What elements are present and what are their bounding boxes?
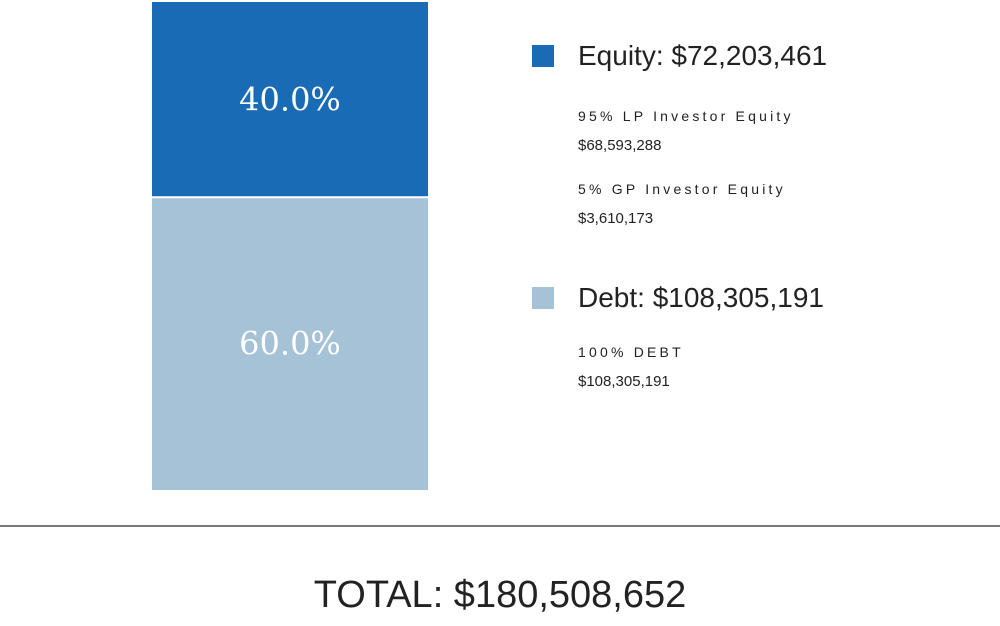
total-amount: TOTAL: $180,508,652 — [313, 574, 687, 616]
bar-segment-equity — [152, 2, 428, 198]
lp-equity-label: 95% LP Investor Equity — [578, 108, 794, 124]
equity-swatch — [532, 45, 554, 67]
bar-segment-debt — [152, 197, 428, 490]
stacked-bar-chart: 40.0% 60.0% — [152, 2, 428, 490]
debt-label: 100% DEBT — [578, 344, 684, 360]
bar-label-debt: 60.0% — [239, 325, 341, 363]
divider — [0, 525, 1000, 527]
gp-equity-value: $3,610,173 — [578, 210, 654, 227]
lp-equity-value: $68,593,288 — [578, 137, 662, 154]
legend-equity: Equity: $72,203,461 — [532, 40, 827, 72]
equity-title: Equity: $72,203,461 — [578, 40, 828, 71]
debt-title: Debt: $108,305,191 — [578, 282, 824, 313]
lp-equity-item: 95% LP Investor Equity $68,593,288 — [578, 108, 794, 154]
debt-item: 100% DEBT $108,305,191 — [578, 344, 684, 390]
bar-label-equity: 40.0% — [239, 81, 341, 119]
gp-equity-label: 5% GP Investor Equity — [578, 181, 786, 197]
debt-swatch — [532, 287, 554, 309]
gp-equity-item: 5% GP Investor Equity $3,610,173 — [578, 181, 786, 227]
legend-debt: Debt: $108,305,191 — [532, 282, 824, 314]
debt-value: $108,305,191 — [578, 373, 670, 390]
